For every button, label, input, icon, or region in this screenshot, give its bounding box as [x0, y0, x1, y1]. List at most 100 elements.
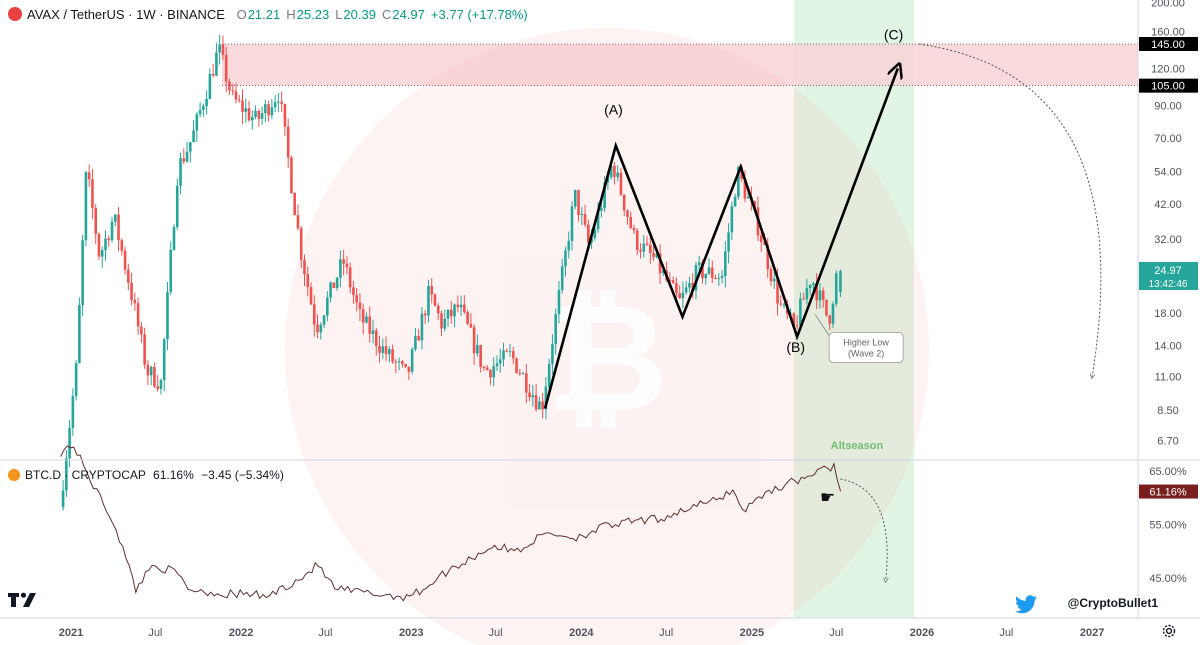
candle-body [720, 275, 724, 279]
candle-body [678, 293, 681, 299]
candle-body [567, 240, 571, 251]
candle-body [299, 228, 303, 260]
candle-body [202, 106, 205, 110]
annotation-layer: (A) (B) (C) Higher Low(Wave 2) Altseason ☛ [543, 27, 1102, 581]
candle-body [198, 109, 202, 115]
time-tick-label: Jul [659, 627, 673, 639]
candle-body [149, 366, 153, 376]
close-value: 24.97 [392, 7, 425, 22]
candle-body [560, 266, 564, 291]
close-label: C [381, 7, 392, 22]
candle-body [342, 259, 345, 264]
candle-body [218, 44, 221, 53]
price-tick-label: 54.00 [1154, 166, 1182, 178]
high-value: 25.23 [296, 7, 330, 22]
candle-body [831, 303, 835, 324]
candle-body [100, 250, 104, 257]
candle-body [71, 396, 75, 429]
candle-body [534, 395, 538, 410]
candle-body [737, 167, 740, 197]
candle-body [241, 100, 244, 112]
candle-body [254, 110, 257, 117]
candle-body [146, 364, 150, 376]
background-layer [222, 0, 1138, 618]
candle-body [68, 428, 71, 459]
candle-body [345, 263, 349, 268]
candle-body [515, 358, 518, 373]
dominance-badge [1139, 484, 1198, 499]
zone-top-badge [1139, 37, 1198, 51]
open-label: O [236, 7, 247, 22]
candle-body [466, 311, 469, 324]
candle-body [189, 142, 192, 152]
candle-body [215, 52, 218, 76]
candle-body [528, 392, 531, 398]
candle-body [87, 172, 91, 180]
wave-b-label: (B) [786, 339, 805, 355]
candle-body [453, 304, 456, 317]
candle-body [381, 346, 385, 353]
sub-legend[interactable]: BTC.D · CRYPTOCAP 61.16% −3.45 (−5.34%) [8, 468, 284, 482]
candle-body [407, 366, 411, 372]
candle-body [290, 157, 293, 194]
time-tick-label: Jul [318, 627, 332, 639]
candle-body [671, 280, 675, 284]
zone-bottom-badge-text: 105.00 [1151, 81, 1185, 93]
candle-body [211, 73, 215, 76]
price-tick-label: 14.00 [1154, 341, 1182, 353]
time-tick-label: Jul [489, 627, 503, 639]
candle-body [107, 238, 111, 241]
price-tick-label: 32.00 [1154, 234, 1182, 246]
candle-body [622, 194, 626, 211]
candle-body [153, 366, 156, 387]
candle-body [557, 290, 561, 315]
candle-body [234, 91, 238, 100]
candle-body [436, 305, 440, 314]
tradingview-logo-icon[interactable] [8, 592, 38, 608]
candle-body [65, 458, 68, 491]
price-tick-label: 120.00 [1151, 63, 1185, 75]
candle-body [658, 253, 662, 274]
candle-body [133, 299, 137, 304]
candle-body [384, 346, 388, 355]
candle-body [681, 292, 685, 299]
candle-body [78, 305, 81, 364]
candle-body [746, 196, 750, 199]
candle-body [192, 130, 195, 143]
candle-body [714, 277, 717, 279]
candle-body [440, 313, 443, 329]
wave-a-label: (A) [604, 101, 623, 117]
candle-body [293, 193, 297, 216]
candle-body [378, 345, 381, 353]
candle-body [511, 351, 515, 359]
wave-c-label: (C) [884, 27, 903, 43]
main-legend[interactable]: AVAX / TetherUS · 1W · BINANCE O21.21 H25… [8, 7, 528, 22]
candle-body [629, 217, 633, 228]
higher-low-box [828, 332, 904, 363]
candle-body [821, 290, 825, 300]
candle-body [195, 114, 199, 131]
higher-low-subtext: (Wave 2) [848, 348, 884, 358]
time-tick-label: 2025 [740, 627, 764, 639]
candle-body [766, 244, 770, 269]
candle-body [779, 303, 783, 305]
change-value: +3.77 (+17.78%) [430, 7, 528, 22]
dominance-tick-label: 55.00% [1149, 520, 1187, 532]
candle-body [691, 283, 695, 291]
candle-body [394, 361, 398, 363]
dominance-tick-label: 65.00% [1149, 466, 1187, 478]
altseason-label: Altseason [831, 440, 884, 452]
candle-body [616, 172, 619, 177]
candle-body [795, 325, 799, 327]
candle-body [280, 101, 283, 104]
candle-body [518, 372, 522, 374]
low-value: 20.39 [343, 7, 376, 22]
candle-body [237, 99, 241, 101]
candle-body [221, 44, 225, 56]
candle-body [348, 267, 352, 288]
candle-body [172, 227, 176, 250]
candle-body [443, 318, 447, 329]
gear-icon[interactable] [1161, 623, 1177, 639]
